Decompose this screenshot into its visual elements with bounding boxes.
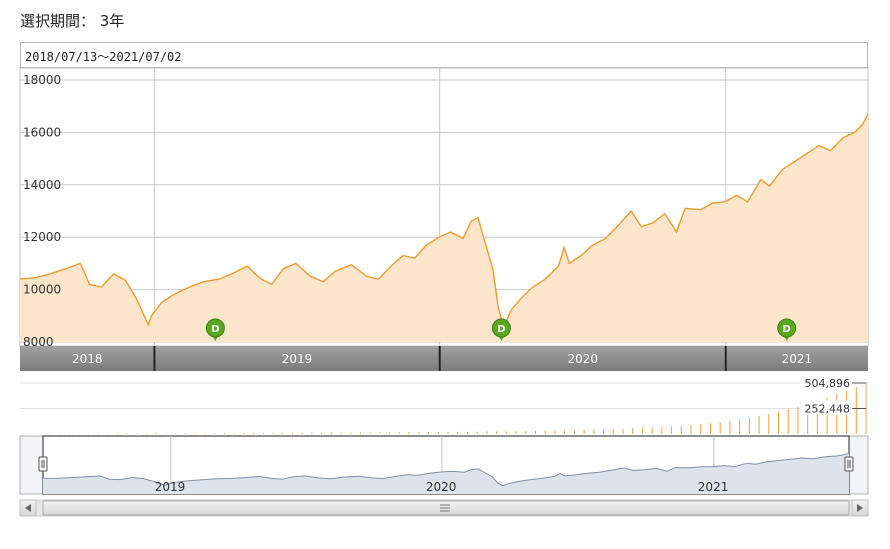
marker-label: D: [783, 324, 791, 335]
navigator-year-label: 2020: [426, 480, 457, 494]
year-label: 2020: [567, 352, 598, 366]
navigator-year-label: 2021: [698, 480, 729, 494]
marker-circle: [777, 318, 797, 338]
y-tick-label: 8000: [23, 335, 54, 349]
marker-circle: [205, 318, 225, 338]
navigator-line: [42, 452, 850, 487]
scroll-left-button[interactable]: [19, 499, 37, 517]
arrow-left-icon: [25, 504, 31, 512]
marker-label: D: [211, 324, 219, 335]
scrollbar-thumb[interactable]: [42, 500, 850, 516]
dividend-marker-icon[interactable]: D: [491, 318, 511, 341]
volume-tick-bg: [800, 400, 852, 415]
volume-tick-label: 252,448: [805, 403, 851, 416]
price-area-fill: [20, 114, 868, 342]
dividend-marker-icon[interactable]: D: [205, 318, 225, 341]
navigator-year-label: 2019: [155, 480, 186, 494]
y-tick-label: 10000: [23, 283, 61, 297]
marker-label: D: [497, 324, 505, 335]
year-label: 2021: [782, 352, 813, 366]
y-tick-label: 18000: [23, 73, 61, 87]
y-tick-label: 14000: [23, 178, 61, 192]
volume-tick-label: 504,896: [805, 377, 851, 390]
navigator-area: [43, 453, 849, 494]
grip-icon: [440, 504, 450, 512]
volume-tick-bg: [800, 375, 852, 389]
arrow-right-icon: [857, 504, 863, 512]
y-tick-label: 12000: [23, 230, 61, 244]
navigator-right-handle[interactable]: [844, 456, 854, 472]
navigator-left-handle[interactable]: [38, 456, 48, 472]
year-label: 2018: [72, 352, 103, 366]
y-tick-label: 16000: [23, 125, 61, 139]
date-range-text: 2018/07/13～2021/07/02: [25, 50, 182, 64]
marker-circle: [491, 318, 511, 338]
dividend-marker-icon[interactable]: D: [777, 318, 797, 341]
scroll-right-button[interactable]: [851, 499, 869, 517]
selected-period-label: 選択期間： 3年: [20, 12, 125, 30]
year-label: 2019: [282, 352, 313, 366]
price-line: [19, 113, 869, 330]
year-axis-bar: [20, 346, 868, 371]
